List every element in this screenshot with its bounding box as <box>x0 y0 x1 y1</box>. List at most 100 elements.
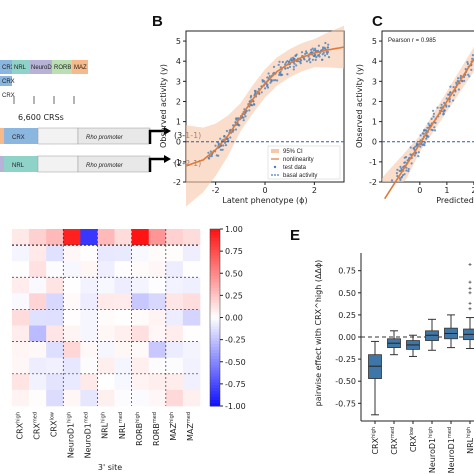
data-point <box>314 47 317 50</box>
data-point <box>430 117 433 120</box>
heatmap-cell <box>114 245 132 262</box>
colorbar-segment <box>210 237 220 242</box>
x-tick-label: 2 <box>471 186 474 195</box>
heatmap-cell <box>80 309 98 326</box>
data-point <box>452 86 455 89</box>
heatmap-cell <box>182 309 201 326</box>
data-point <box>207 151 210 154</box>
x-tick-label: CRXmed <box>390 427 399 455</box>
heatmap-cell <box>114 389 132 407</box>
heatmap-cell <box>114 373 132 391</box>
heatmap-cell <box>131 293 150 310</box>
data-point <box>266 76 269 79</box>
data-point <box>327 56 331 59</box>
y-tick-label: 0.75 <box>338 267 356 276</box>
colorbar-segment <box>210 370 220 375</box>
data-point <box>243 113 246 116</box>
heatmap-cell <box>114 325 132 342</box>
heatmap-cell <box>63 277 81 294</box>
heatmap-cell <box>182 293 201 310</box>
data-point <box>409 146 412 149</box>
data-point <box>267 72 270 75</box>
heatmap-cell <box>165 229 184 246</box>
y-ticks: 0.75 0.50 0.25 0.00 -0.25 -0.50 -0.75 <box>335 267 361 408</box>
heatmap-cell <box>46 277 64 294</box>
heatmap-cell <box>29 229 47 246</box>
colorbar-segment <box>210 302 220 307</box>
heatmap-cell <box>80 245 98 262</box>
data-point <box>415 143 418 146</box>
data-point <box>396 168 399 171</box>
colorbar-segment <box>210 367 220 372</box>
heatmap-cell <box>29 357 47 375</box>
heatmap-cell <box>46 325 64 342</box>
data-point <box>432 109 435 112</box>
heatmap-cell <box>148 309 167 326</box>
data-point <box>223 135 226 138</box>
heatmap-cell <box>97 341 115 359</box>
data-point <box>321 58 324 61</box>
data-point <box>242 119 245 122</box>
colorbar-segment <box>210 311 220 316</box>
heatmap-cell <box>182 245 201 262</box>
data-point <box>245 109 248 112</box>
y-tick-label: -1 <box>173 158 181 167</box>
colorbar-segment <box>210 344 220 348</box>
column-label: CRXmed <box>32 412 41 440</box>
colorbar-segment <box>210 397 220 401</box>
heatmap-cell <box>12 245 30 262</box>
nonlinearity-curve <box>185 46 345 167</box>
heatmap-cell <box>114 261 132 278</box>
heatmap-cell <box>131 389 150 407</box>
site-label: NRL <box>14 65 27 71</box>
heatmap-cell <box>80 389 98 407</box>
fit-line <box>384 57 474 200</box>
boxes <box>368 314 474 416</box>
data-point <box>419 134 422 137</box>
data-point <box>266 85 269 88</box>
heatmap-cell <box>46 389 64 407</box>
heatmap-cell <box>97 309 115 326</box>
y-tick-label: 2 <box>372 97 377 106</box>
data-point <box>312 54 315 58</box>
outlier-point <box>468 301 472 305</box>
heatmap-cell <box>165 325 184 342</box>
legend-entry: nonlinearity <box>283 157 314 163</box>
data-point <box>427 122 430 125</box>
data-point <box>276 79 279 82</box>
colorbar-segment <box>210 267 220 271</box>
construct-label: NRL <box>12 163 25 169</box>
data-point <box>261 79 264 82</box>
data-point <box>225 129 228 133</box>
colorbar-segment <box>210 279 220 283</box>
x-tick-label: NeuroD1med <box>447 427 456 473</box>
data-point <box>207 156 210 160</box>
colorbar-segment <box>210 273 220 277</box>
data-point <box>433 129 437 132</box>
heatmap-cell <box>165 245 184 262</box>
heatmap-cell <box>29 293 47 310</box>
data-point <box>234 128 238 131</box>
x-tick-labels: CRXhigh CRXmed CRXlow NeuroD1high NeuroD1med… <box>371 421 474 473</box>
colorbar-segment <box>210 252 220 257</box>
heatmap-cell <box>182 357 201 375</box>
heatmap-cell <box>148 261 167 278</box>
x-ticks: -2 0 2 <box>212 182 317 195</box>
colorbar-segment <box>210 379 220 383</box>
y-tick-label: -2 <box>173 178 181 187</box>
confidence-band <box>382 46 474 182</box>
y-axis-label: pairwise effect with CRX^high (ΔΔϕ) <box>314 260 323 407</box>
data-point <box>470 68 473 71</box>
data-point <box>434 121 437 124</box>
outlier-point <box>468 291 472 295</box>
panel-c-scatter: 0 1 2 -2 -1 0 1 2 3 4 5 Pearson r = 0.985 Predict… <box>355 30 474 205</box>
y-tick-label: 0 <box>176 138 181 147</box>
data-point <box>403 173 406 176</box>
colorbar-segment <box>210 282 220 286</box>
legend-swatch <box>271 149 279 153</box>
data-point <box>300 51 304 54</box>
colorbar-segment <box>210 361 220 366</box>
outlier-point <box>468 280 472 284</box>
colorbar-segment <box>210 403 220 407</box>
